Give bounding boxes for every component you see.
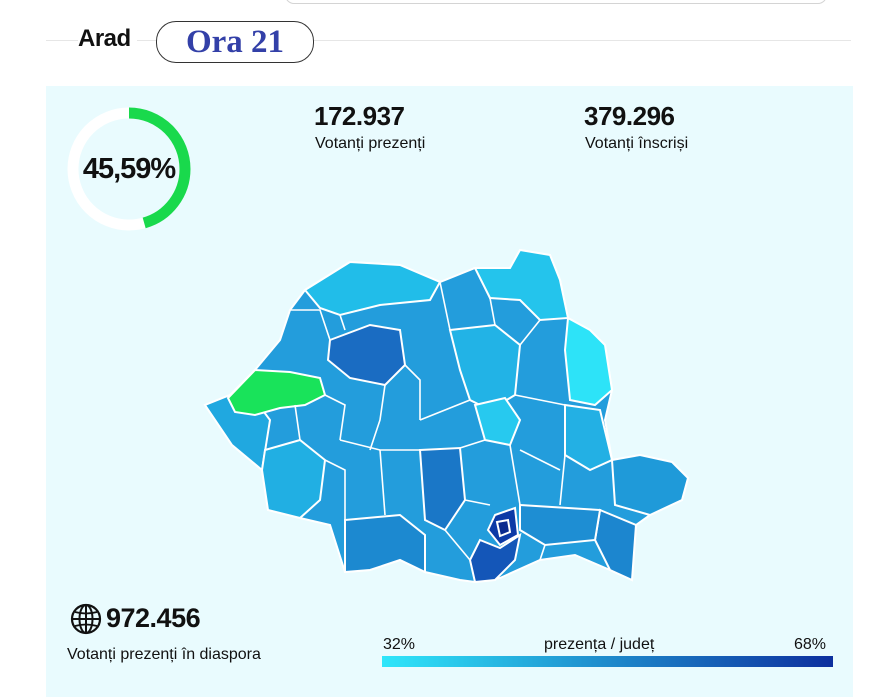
turnout-percent: 45,59%: [82, 153, 176, 185]
diaspora-voters-label: Votanți prezenți în diaspora: [67, 646, 261, 663]
legend-max-label: 68%: [794, 636, 827, 653]
romania-turnout-map: [203, 248, 690, 584]
diaspora-voters-value: 972.456: [106, 603, 201, 633]
legend-gradient-bar: [382, 656, 833, 667]
county-dolj-mid: [344, 513, 426, 574]
present-voters-value: 172.937: [314, 101, 405, 131]
search-bar[interactable]: [285, 0, 827, 4]
county-iasi-light: [563, 316, 614, 407]
header-divider: [46, 40, 851, 41]
county-arad-selected: [226, 368, 327, 417]
county-covasna-light: [473, 396, 522, 447]
county-giurgiu-dark: [468, 532, 522, 584]
turnout-ring: [67, 107, 191, 231]
present-voters-label: Votanți prezenți: [315, 135, 426, 152]
hour-badge: Ora 21: [156, 21, 314, 63]
registered-voters-value: 379.296: [584, 101, 675, 131]
turnout-ring-fill: [67, 107, 191, 231]
county-tulcea-mid: [610, 453, 690, 517]
county-north-light: [303, 260, 442, 317]
registered-voters-label: Votanți înscriși: [585, 135, 689, 152]
county-caras-light: [260, 438, 327, 520]
county-arges-mid: [418, 446, 467, 532]
county-bucharest: [495, 518, 512, 538]
county-borders: [290, 281, 566, 561]
legend-title: prezența / județ: [544, 636, 655, 653]
county-title: Arad: [78, 25, 137, 53]
county-cluj-dark: [326, 323, 407, 387]
county-ialomita-mid: [519, 503, 602, 547]
legend-min-label: 32%: [383, 636, 416, 653]
county-galati-light: [564, 403, 614, 472]
globe-icon: [70, 603, 102, 635]
county-northeast-light: [473, 248, 570, 322]
